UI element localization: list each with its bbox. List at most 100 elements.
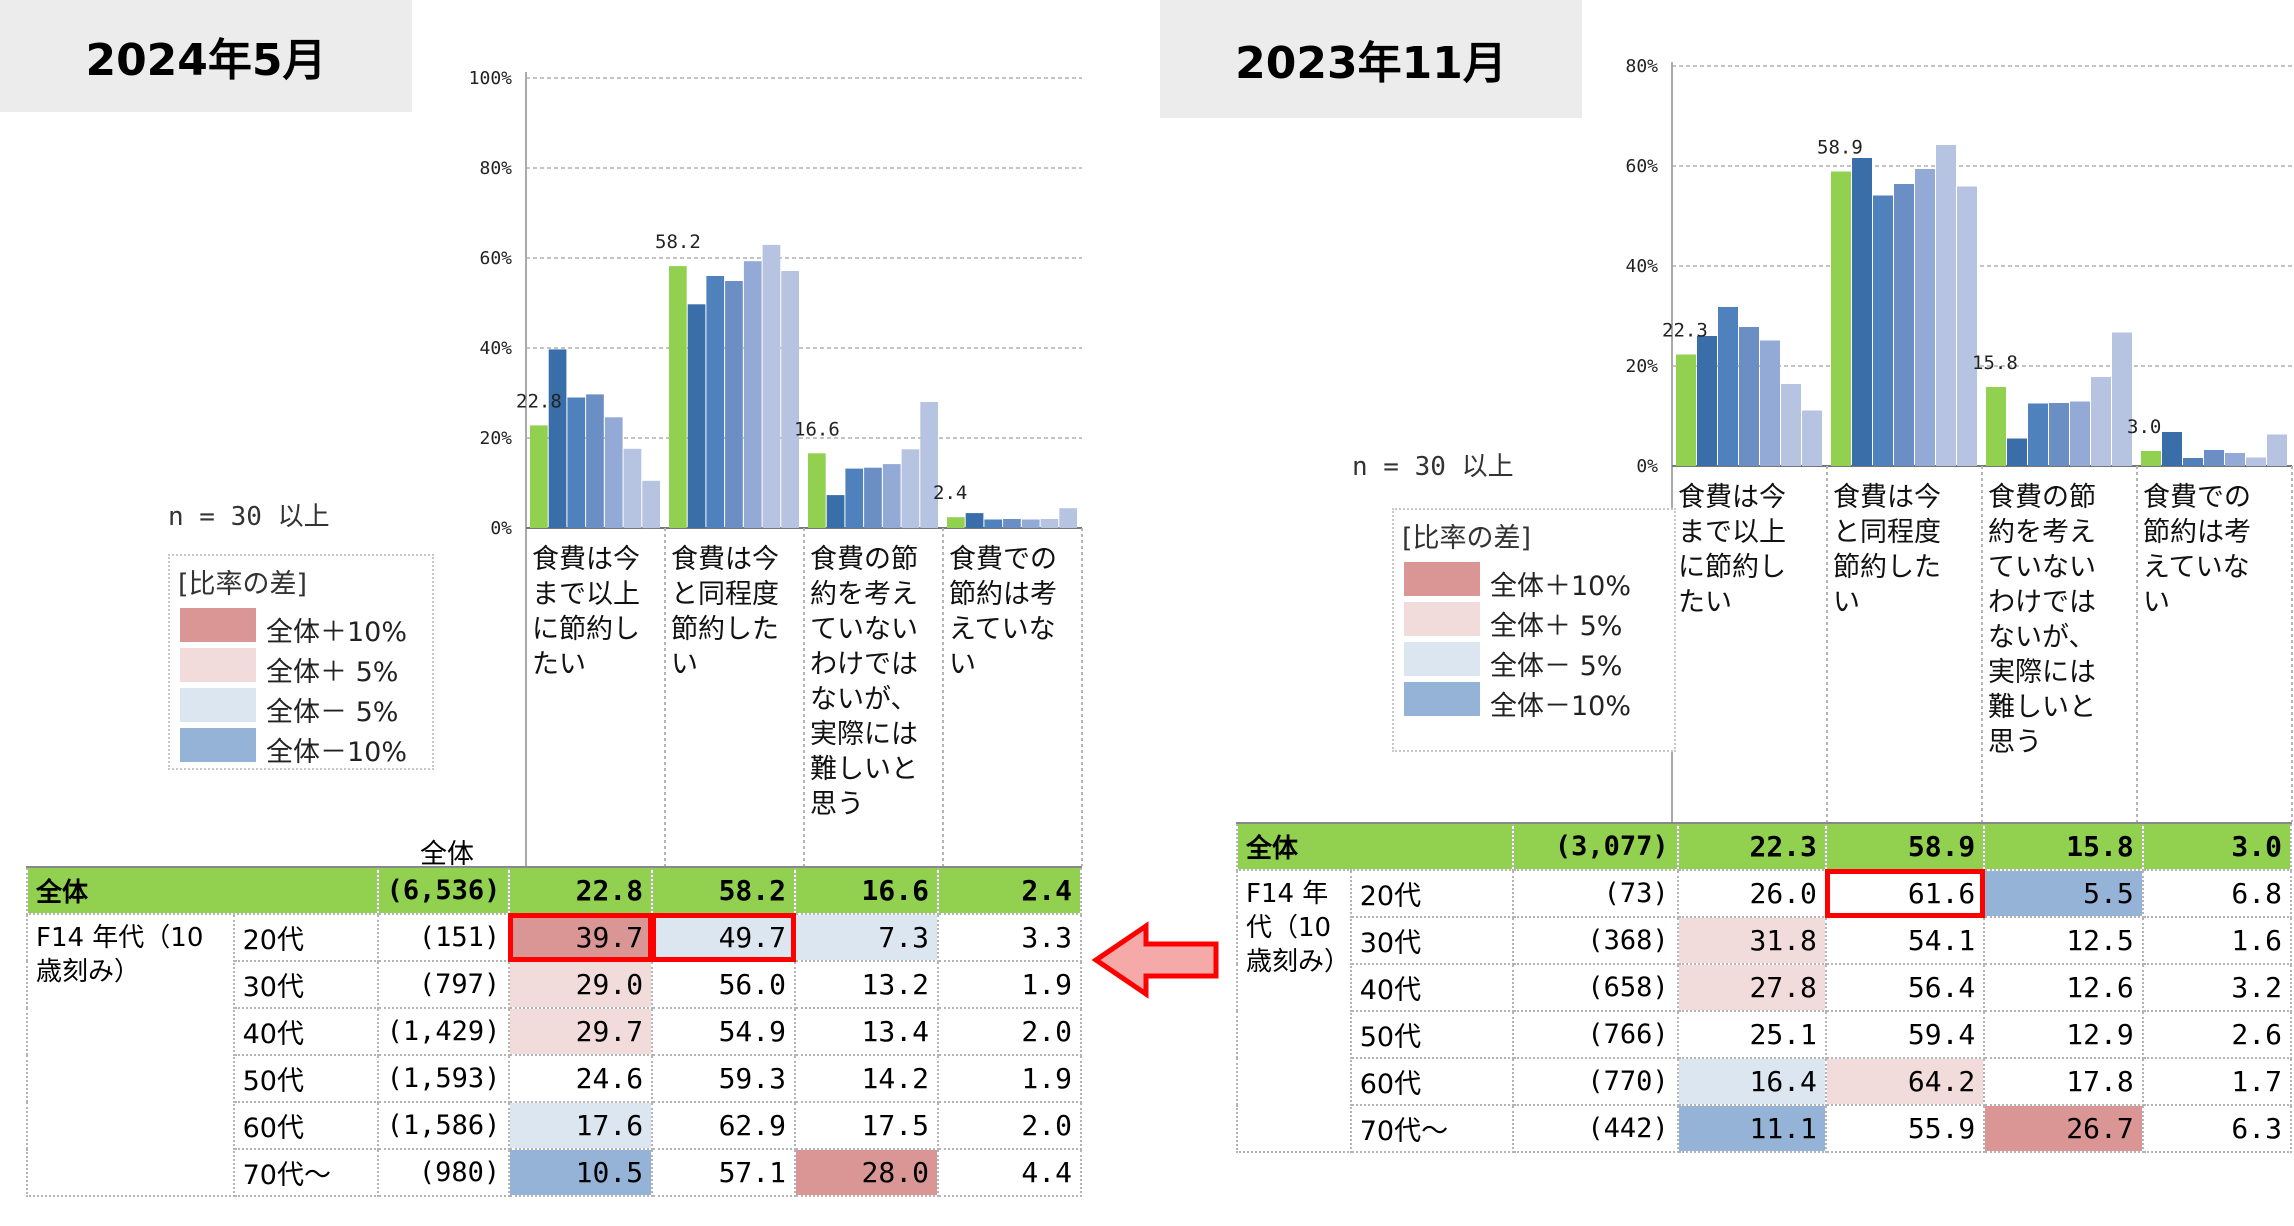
panel-2023-11: 2023年11月 0% 20% 40% 60% 80% 22.3 食費は今 まで以上 に節約した…	[1160, 0, 2294, 1226]
table-cell: 59.3	[651, 1054, 797, 1103]
legend: [比率の差] 全体＋10% 全体＋ 5% 全体－ 5% 全体－10%	[168, 554, 434, 770]
legend-swatch	[180, 608, 256, 642]
sample-size-note: n = 30 以上	[1352, 452, 1514, 482]
bar	[2070, 401, 2090, 466]
age-label: 50代	[1349, 1010, 1515, 1059]
table-cell: 12.6	[1983, 963, 2144, 1012]
y-tick-label: 0%	[1636, 456, 1658, 477]
bar	[2049, 403, 2069, 466]
table-row: 30代 (797) 29.0 56.0 13.2 1.9	[27, 960, 1083, 1009]
legend-item: 全体－10%	[180, 728, 470, 768]
table-cell: 2.4	[936, 866, 1083, 915]
category-label: ていない	[1988, 552, 2096, 583]
data-label: 15.8	[1972, 352, 2018, 374]
total-axis-label: 全体	[420, 839, 474, 870]
sample-count: (658)	[1512, 963, 1679, 1012]
bar	[1003, 519, 1021, 528]
category-label: と同程度	[1833, 517, 1941, 548]
table-cell: 54.1	[1824, 916, 1986, 965]
table-cell: 3.2	[2141, 963, 2293, 1012]
bar	[1802, 410, 1822, 466]
category-label: 実際には	[1988, 657, 2096, 688]
age-label: 70代～	[1349, 1104, 1515, 1153]
y-tick-label: 100%	[469, 68, 513, 89]
bar	[530, 425, 548, 528]
category-label: わけでは	[810, 649, 918, 680]
category-label: 難しいと	[810, 754, 918, 785]
sample-size-note: n = 30 以上	[168, 502, 330, 532]
table-row: 60代 (1,586) 17.6 62.9 17.5 2.0	[27, 1101, 1083, 1150]
legend-label: 全体－10%	[1490, 691, 1632, 722]
table-cell: 12.5	[1983, 916, 2144, 965]
table-cell: 39.7	[508, 913, 654, 962]
table-cell: 1.9	[936, 1054, 1083, 1103]
legend-item: 全体－ 5%	[180, 688, 470, 728]
bar	[808, 453, 826, 528]
category-label: 思う	[1988, 727, 2042, 758]
category-label: わけでは	[1988, 587, 2096, 618]
category-label: い	[2143, 587, 2170, 618]
table-cell: 56.0	[651, 960, 797, 1009]
bar	[845, 468, 864, 528]
table-cell: 27.8	[1676, 963, 1827, 1012]
category-label: 食費での	[949, 544, 1057, 575]
table-cell: 3.3	[936, 913, 1083, 962]
table-row: 70代～ (442) 11.1 55.9 26.7 6.3	[1237, 1104, 2293, 1153]
sample-count: (3,077)	[1512, 822, 1679, 871]
table-cell: 58.9	[1824, 822, 1986, 871]
legend-item: 全体＋ 5%	[1404, 602, 1694, 642]
category-label: 約を考え	[1988, 517, 2096, 548]
age-label: 40代	[232, 1007, 379, 1056]
table-cell: 2.0	[936, 1007, 1083, 1056]
left-arrow-icon	[1091, 921, 1219, 999]
category-label: えていな	[2143, 552, 2250, 583]
bar	[669, 266, 687, 528]
data-label: 58.2	[655, 231, 701, 253]
legend-label: 全体＋ 5%	[1490, 611, 1623, 642]
bar	[687, 304, 706, 528]
table-cell: 22.8	[508, 866, 654, 915]
legend: [比率の差] 全体＋10% 全体＋ 5% 全体－ 5% 全体－10%	[1392, 508, 1676, 752]
table-cell: 26.7	[1983, 1104, 2144, 1153]
table-cell: 54.9	[651, 1007, 797, 1056]
sample-count: (797)	[376, 960, 511, 1009]
table-row: 70代～ (980) 10.5 57.1 28.0 4.4	[27, 1148, 1083, 1197]
table-row: 40代 (658) 27.8 56.4 12.6 3.2	[1237, 963, 2293, 1012]
category-label: 節約した	[1833, 552, 1941, 583]
bar	[725, 281, 743, 528]
category-label: 食費は今	[671, 544, 779, 575]
table-cell: 55.9	[1824, 1104, 1986, 1153]
legend-item: 全体－10%	[1404, 682, 1694, 722]
table-cell: 29.0	[508, 960, 654, 1009]
legend-label: 全体－ 5%	[266, 697, 399, 728]
bar	[947, 517, 965, 528]
category-label: ていない	[810, 614, 918, 645]
category-label: に節約し	[532, 614, 640, 645]
table-cell: 17.5	[794, 1101, 939, 1150]
bar	[548, 349, 567, 528]
table-cell: 61.6	[1824, 869, 1986, 918]
category-label: 食費は今	[1833, 482, 1941, 513]
table-row: 50代 (1,593) 24.6 59.3 14.2 1.9	[27, 1054, 1083, 1103]
bar	[781, 271, 799, 528]
group-label: F14 年代（10歳刻み）	[26, 913, 235, 1197]
legend-swatch	[180, 728, 256, 762]
data-label: 16.6	[794, 418, 840, 440]
table-cell: 14.2	[794, 1054, 939, 1103]
legend-swatch	[1404, 602, 1480, 636]
row-label: 全体	[26, 866, 379, 915]
table-cell: 1.6	[2141, 916, 2293, 965]
bar	[1873, 195, 1893, 466]
legend-swatch	[1404, 562, 1480, 596]
bar	[567, 397, 586, 528]
table-cell: 28.0	[794, 1148, 939, 1197]
table-row: 50代 (766) 25.1 59.4 12.9 2.6	[1237, 1010, 2293, 1059]
table-cell: 1.9	[936, 960, 1083, 1009]
sample-count: (151)	[376, 913, 511, 962]
table-cell: 13.2	[794, 960, 939, 1009]
table-cell: 56.4	[1824, 963, 1986, 1012]
table-cell: 1.7	[2141, 1057, 2293, 1106]
sample-count: (73)	[1512, 869, 1679, 918]
category-label: 難しいと	[1988, 692, 2096, 723]
